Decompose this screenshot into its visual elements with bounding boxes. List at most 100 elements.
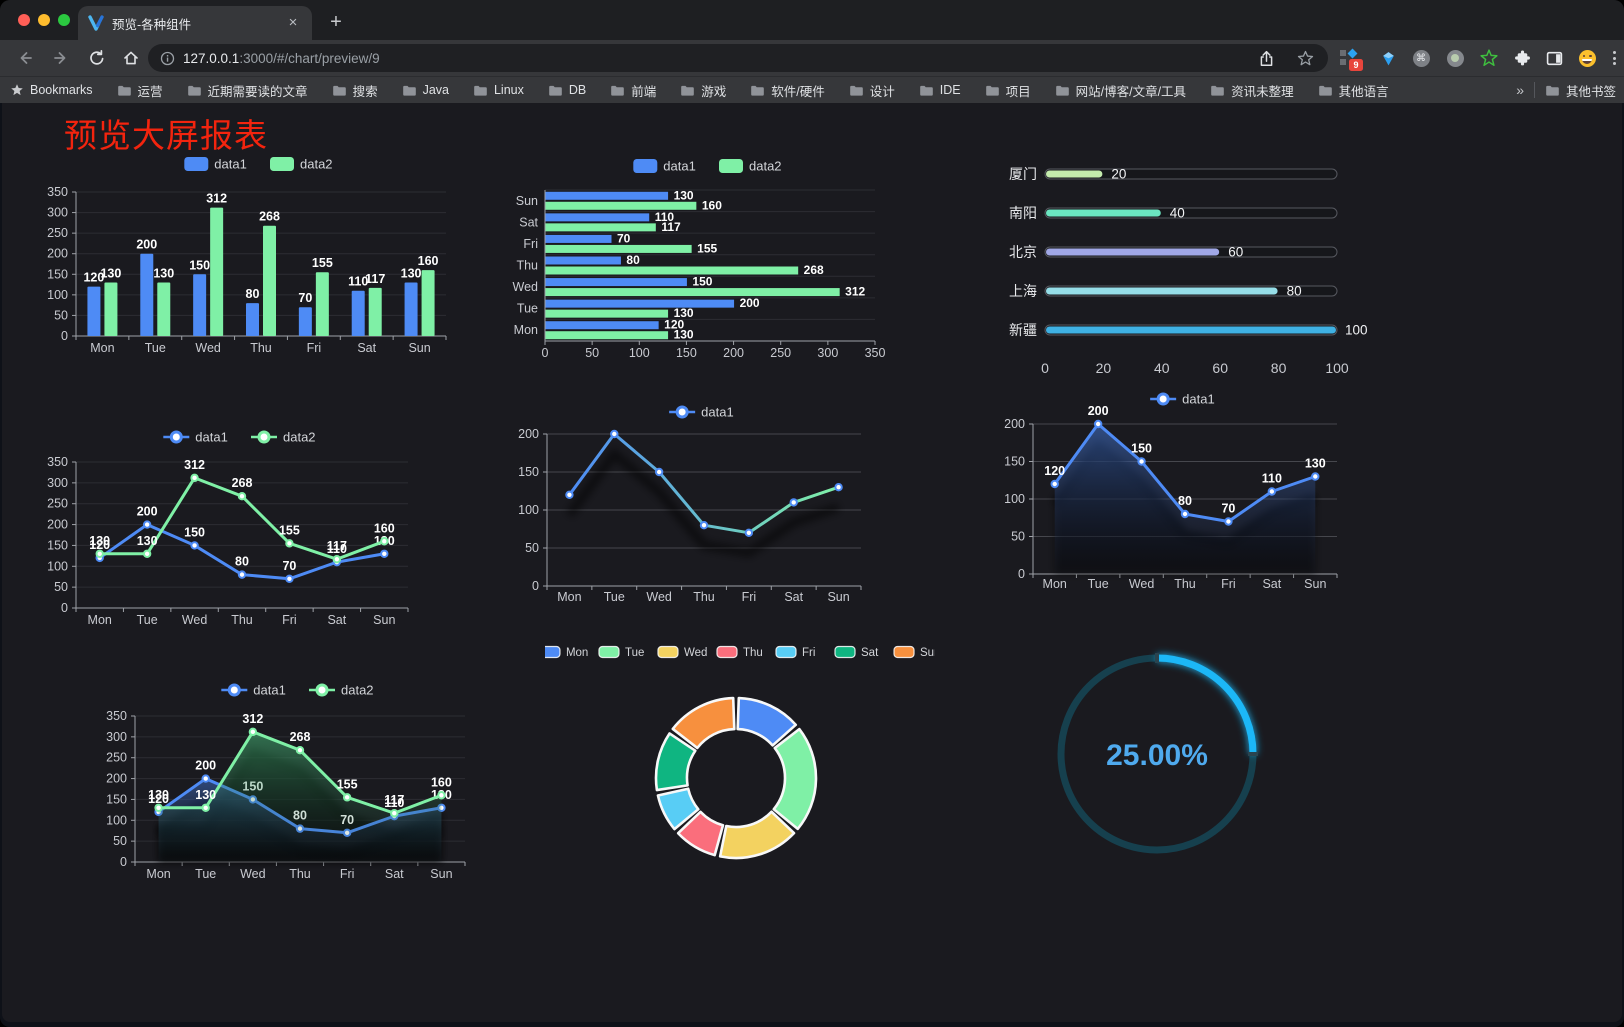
bookmark-folder[interactable]: 运营 bbox=[117, 81, 163, 100]
profile-avatar-icon[interactable] bbox=[1576, 47, 1598, 69]
legend-item[interactable]: Sat bbox=[834, 645, 879, 660]
svg-text:上海: 上海 bbox=[1009, 283, 1037, 299]
legend-item[interactable]: Thu bbox=[716, 645, 763, 660]
bar bbox=[315, 272, 329, 336]
legend-item[interactable]: data2 bbox=[270, 157, 333, 172]
extension-scripts-icon[interactable]: 9 bbox=[1338, 47, 1363, 71]
bookmark-folder[interactable]: 前端 bbox=[610, 81, 656, 100]
svg-text:70: 70 bbox=[617, 231, 631, 245]
svg-text:Sat: Sat bbox=[385, 867, 404, 881]
bar bbox=[545, 278, 687, 287]
svg-text:250: 250 bbox=[47, 497, 68, 511]
legend-item[interactable]: data1 bbox=[633, 159, 696, 174]
chart-canvas-c4: 0 50 100 150 200 250 300 350 Mon Tue Wed Thu Fri Sat S… bbox=[47, 430, 409, 627]
legend-item[interactable]: data2 bbox=[251, 430, 316, 445]
data-point bbox=[744, 528, 754, 538]
bar bbox=[193, 274, 207, 336]
folder-icon bbox=[1318, 85, 1332, 96]
bookmark-folder-label: 网站/博客/文章/工具 bbox=[1075, 84, 1187, 99]
extension-star-icon[interactable] bbox=[1478, 47, 1500, 69]
browser-tab[interactable]: 预览-各种组件 × bbox=[78, 6, 312, 40]
bookmark-folder-label: Java bbox=[422, 83, 449, 97]
svg-text:150: 150 bbox=[1004, 455, 1025, 469]
svg-text:100: 100 bbox=[1004, 492, 1025, 506]
bar bbox=[545, 321, 659, 330]
home-icon[interactable] bbox=[120, 47, 142, 69]
side-panel-icon[interactable] bbox=[1543, 47, 1565, 69]
extension-badge: 9 bbox=[1349, 59, 1363, 71]
share-icon[interactable] bbox=[1258, 50, 1275, 67]
bookmark-folder[interactable]: Java bbox=[402, 83, 449, 97]
legend-item[interactable]: data1 bbox=[1150, 392, 1215, 407]
svg-text:100: 100 bbox=[518, 503, 539, 517]
extension-command-icon[interactable]: ⌘ bbox=[1410, 47, 1432, 69]
new-tab-button[interactable]: + bbox=[330, 11, 342, 33]
svg-text:20: 20 bbox=[1111, 167, 1126, 182]
browser-menu-icon[interactable] bbox=[1603, 47, 1624, 69]
extensions-puzzle-icon[interactable] bbox=[1511, 47, 1533, 69]
legend-item[interactable]: Fri bbox=[775, 645, 815, 660]
svg-text:312: 312 bbox=[184, 458, 205, 472]
bar bbox=[545, 299, 735, 308]
bookmark-folder-label: 设计 bbox=[869, 84, 895, 99]
forward-icon[interactable] bbox=[50, 47, 72, 69]
minimize-window-button[interactable] bbox=[38, 14, 50, 26]
svg-text:Wed: Wed bbox=[684, 647, 707, 659]
bookmark-folder[interactable]: Linux bbox=[473, 83, 524, 97]
legend-item[interactable]: data1 bbox=[221, 683, 286, 698]
close-window-button[interactable] bbox=[18, 14, 30, 26]
svg-text:110: 110 bbox=[655, 210, 675, 224]
extension-record-icon[interactable] bbox=[1444, 47, 1466, 69]
address-bar[interactable]: 127.0.0.1:3000/#/chart/preview/9 bbox=[148, 44, 1328, 72]
bookmark-folder[interactable]: 资讯未整理 bbox=[1210, 81, 1294, 100]
tab-close-icon[interactable]: × bbox=[288, 14, 298, 31]
bookmarks-overflow-chevron[interactable]: » bbox=[1516, 82, 1524, 98]
svg-text:110: 110 bbox=[348, 275, 368, 289]
bookmark-star-icon[interactable] bbox=[1297, 50, 1314, 67]
back-icon[interactable] bbox=[14, 47, 36, 69]
other-bookmarks-folder[interactable]: 其他书签 bbox=[1545, 81, 1616, 100]
bookmarks-overflow-area: » 其他书签 bbox=[1516, 77, 1616, 103]
legend-item[interactable]: data2 bbox=[309, 683, 374, 698]
fullscreen-window-button[interactable] bbox=[58, 14, 70, 26]
legend-item[interactable]: Tue bbox=[598, 645, 644, 660]
bookmarks-star-icon bbox=[11, 84, 23, 96]
pie-slice-Wed bbox=[718, 810, 796, 860]
bookmark-folder[interactable]: IDE bbox=[919, 83, 961, 97]
extension-gem-icon[interactable] bbox=[1377, 47, 1399, 69]
svg-text:200: 200 bbox=[1088, 404, 1109, 418]
svg-text:data1: data1 bbox=[663, 159, 696, 174]
folder-icon bbox=[187, 85, 201, 96]
svg-text:Fri: Fri bbox=[802, 647, 815, 659]
bookmarks-separator bbox=[1533, 82, 1535, 98]
svg-text:110: 110 bbox=[384, 796, 404, 810]
bookmark-folder[interactable]: 网站/博客/文章/工具 bbox=[1055, 81, 1186, 100]
svg-text:130: 130 bbox=[100, 267, 121, 281]
data-point bbox=[654, 467, 664, 477]
data-point bbox=[142, 549, 152, 558]
svg-text:data2: data2 bbox=[341, 683, 374, 698]
bookmark-folder[interactable]: 项目 bbox=[985, 81, 1031, 100]
legend-item[interactable]: Mon bbox=[539, 645, 588, 660]
bookmarks-manager[interactable]: Bookmarks bbox=[10, 83, 93, 97]
legend-item[interactable]: Wed bbox=[657, 645, 707, 660]
legend-item[interactable]: data1 bbox=[669, 405, 734, 420]
bookmark-folder[interactable]: 搜索 bbox=[332, 81, 378, 100]
bookmark-folder[interactable]: 游戏 bbox=[680, 81, 726, 100]
svg-text:150: 150 bbox=[47, 267, 68, 281]
bookmark-folder[interactable]: DB bbox=[548, 83, 586, 97]
svg-text:120: 120 bbox=[148, 792, 169, 806]
bookmark-folder[interactable]: 近期需要读的文章 bbox=[187, 81, 308, 100]
legend-item[interactable]: Sun bbox=[893, 645, 940, 660]
legend-item[interactable]: data1 bbox=[184, 157, 247, 172]
bar bbox=[545, 256, 621, 265]
data-point bbox=[1311, 472, 1320, 481]
legend-item[interactable]: data1 bbox=[163, 430, 228, 445]
bookmark-folder[interactable]: 其他语言 bbox=[1318, 81, 1389, 100]
bookmark-folder[interactable]: 软件/硬件 bbox=[750, 81, 825, 100]
bookmark-folder[interactable]: 设计 bbox=[849, 81, 895, 100]
site-info-icon[interactable] bbox=[160, 51, 175, 66]
data-point bbox=[201, 774, 210, 783]
legend-item[interactable]: data2 bbox=[719, 159, 782, 174]
reload-icon[interactable] bbox=[86, 47, 108, 69]
